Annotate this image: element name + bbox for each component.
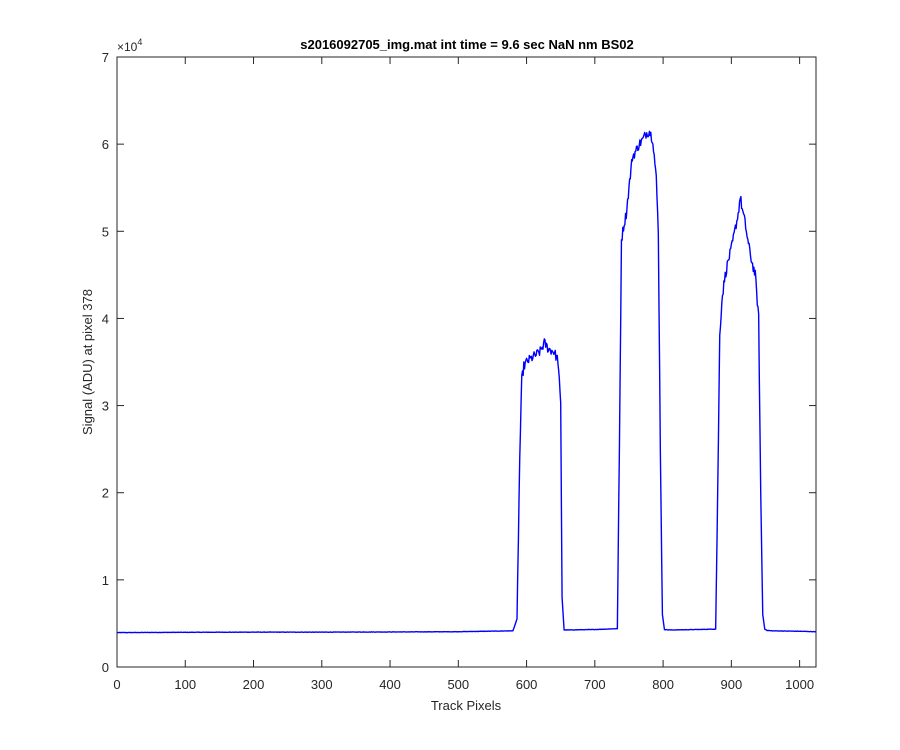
y-tick-label: 6	[102, 137, 109, 152]
x-tick-label: 700	[584, 677, 606, 692]
series-layer	[116, 130, 817, 634]
x-tick-label: 500	[447, 677, 469, 692]
y-tick-label: 5	[102, 224, 109, 239]
series-line	[116, 130, 817, 634]
x-axis-label: Track Pixels	[431, 698, 502, 713]
x-tick-label: 300	[311, 677, 333, 692]
y-exponent-power: 4	[137, 37, 142, 47]
axes-box	[116, 56, 817, 668]
x-tick-label: 600	[516, 677, 538, 692]
x-axis-ticks: 0 100 200 300 400 500 600 700 800 900 1000	[113, 57, 814, 692]
x-tick-label: 0	[113, 677, 120, 692]
y-tick-label: 7	[102, 50, 109, 65]
y-tick-label: 4	[102, 311, 109, 326]
chart-title: s2016092705_img.mat int time = 9.6 sec N…	[300, 37, 634, 52]
y-exponent-base: ×10	[117, 40, 138, 54]
y-tick-label: 1	[102, 573, 109, 588]
y-tick-label: 2	[102, 486, 109, 501]
x-tick-label: 900	[721, 677, 743, 692]
x-tick-label: 800	[652, 677, 674, 692]
x-tick-label: 100	[174, 677, 196, 692]
y-tick-label: 3	[102, 399, 109, 414]
x-tick-label: 400	[379, 677, 401, 692]
plot-area: 0 100 200 300 400 500 600 700 800 900 1000 0 1 2 3 4 5 6…	[102, 50, 817, 692]
y-axis-label: Signal (ADU) at pixel 378	[80, 289, 95, 435]
x-tick-label: 200	[243, 677, 265, 692]
y-tick-label: 0	[102, 660, 109, 675]
y-exponent-label: ×104	[117, 37, 142, 54]
y-axis-ticks: 0 1 2 3 4 5 6 7	[102, 50, 816, 675]
x-tick-label: 1000	[785, 677, 814, 692]
